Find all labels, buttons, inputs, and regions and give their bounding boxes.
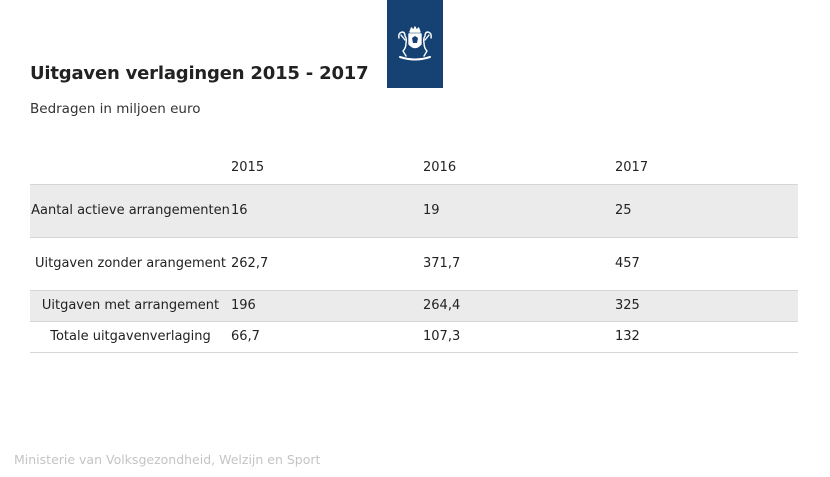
- value-cell: 196: [231, 298, 256, 313]
- coat-of-arms-icon: [398, 26, 432, 61]
- value-cell: 325: [615, 298, 640, 313]
- value-cell: 66,7: [231, 329, 260, 344]
- value-cell: 262,7: [231, 256, 269, 271]
- page-subtitle: Bedragen in miljoen euro: [30, 101, 201, 117]
- row-label: Uitgaven met arrangement: [41, 297, 220, 313]
- table-row: Uitgaven zonder arangement 262,7 371,7 4…: [30, 237, 798, 290]
- page-title: Uitgaven verlagingen 2015 - 2017: [30, 63, 369, 84]
- table-row: Uitgaven met arrangement 196 264,4 325: [30, 290, 798, 321]
- value-cell: 107,3: [423, 329, 461, 344]
- row-label: Totale uitgavenverlaging: [50, 328, 211, 344]
- value-cell: 16: [231, 203, 248, 218]
- table-row: Aantal actieve arrangementen 16 19 25: [30, 184, 798, 237]
- source-footer: Ministerie van Volksgezondheid, Welzijn …: [14, 452, 321, 467]
- value-cell: 371,7: [423, 256, 461, 271]
- header-cell-label: [30, 152, 231, 184]
- value-cell: 457: [615, 256, 640, 271]
- value-cell: 19: [423, 203, 440, 218]
- header-cell-2016: 2016: [423, 160, 457, 176]
- value-cell: 264,4: [423, 298, 461, 313]
- table-row: Totale uitgavenverlaging 66,7 107,3 132: [30, 321, 798, 352]
- header-row: 2015 2016 2017: [30, 152, 798, 184]
- row-label: Aantal actieve arrangementen: [31, 202, 230, 218]
- rijksoverheid-logo: [387, 0, 443, 88]
- row-label: Uitgaven zonder arangement: [34, 255, 226, 271]
- header-cell-2015: 2015: [231, 160, 265, 176]
- value-cell: 25: [615, 203, 632, 218]
- value-cell: 132: [615, 329, 640, 344]
- spending-table: 2015 2016 2017 Aantal actieve arrangemen…: [30, 152, 798, 353]
- header-cell-2017: 2017: [615, 160, 649, 176]
